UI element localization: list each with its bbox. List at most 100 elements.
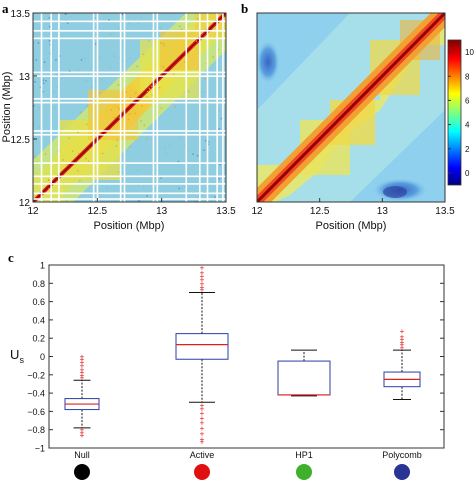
speckle [37,42,40,44]
speckle [163,44,166,47]
speckle [138,200,140,202]
speckle [160,177,162,179]
category-marker [194,464,210,480]
speckle [193,46,195,49]
speckle [128,22,130,25]
outlier: + [200,414,205,423]
speckle [140,120,142,122]
speckle [195,40,198,42]
speckle [164,135,166,137]
speckle [187,90,190,93]
speckle [85,157,87,160]
speckle [110,109,112,111]
speckle [172,73,175,75]
masked-col [58,13,60,202]
speckle [147,40,150,42]
speckle [174,106,176,108]
ylabel-c-main: U [10,347,19,362]
y-tick-label: 1 [40,261,45,271]
speckle [118,116,120,119]
speckle [77,68,79,71]
speckle [77,152,80,155]
masked-col [50,13,52,202]
speckle [146,90,149,93]
heatmap-a [33,13,226,202]
speckle [80,59,83,61]
speckle [154,83,157,85]
x-tick-label: 12 [27,206,39,217]
outlier: + [200,268,205,277]
speckle [121,110,124,113]
outlier: + [400,335,405,344]
category-labels: Null Active HP1 Polycomb [74,450,422,480]
masked-row [33,192,226,195]
colorbar-tick-label: 4 [465,121,470,130]
speckle [93,17,96,19]
colorbar [447,39,462,186]
masked-col [156,13,159,202]
masked-row [33,101,226,104]
speckle [134,191,137,193]
y-tick-label: −1 [35,444,45,454]
speckle [218,178,220,180]
axes-c: 1 0.8 0.6 0.4 0.2 0 −0.2 −0.4 −0.6 −0.8 −1 [27,261,444,454]
speckle [55,59,57,61]
speckle [115,145,118,147]
category-label: Polycomb [382,450,422,460]
speckle [122,60,125,62]
y-tick-label: −0.8 [27,425,45,435]
speckle [134,112,137,115]
speckle [183,143,185,146]
speckle [203,149,205,151]
masked-row [33,183,226,185]
speckle [65,199,68,201]
box-null: +++++++++++ [64,353,100,440]
outlier: + [200,438,205,447]
speckle [129,57,131,59]
speckle [113,55,116,57]
speckle [136,65,139,68]
axes-a: 12 12.5 13 13.5 12 12.5 13 13.5 [11,9,237,217]
speckle [48,16,51,19]
speckle [105,187,108,189]
masked-row [33,198,226,200]
speckle [129,96,132,99]
speckle [65,163,68,165]
speckle [155,169,157,172]
speckle [220,117,223,120]
speckle [146,195,148,197]
speckle [71,112,74,115]
speckle [110,33,113,36]
speckle [128,113,131,116]
speckle [179,136,181,138]
outlier: + [200,286,205,295]
y-tick-label: 13.5 [11,9,31,20]
panel-label-b: b [241,1,248,16]
outlier: + [80,368,85,377]
speckle [204,78,206,80]
speckle [109,66,112,69]
speckle [117,106,119,109]
speckle [218,110,220,112]
speckle [219,163,221,166]
speckle [205,120,207,122]
speckle [43,61,46,63]
speckle [121,176,124,179]
speckle [71,150,74,153]
speckle [99,56,101,59]
speckle [45,80,47,82]
speckle [121,13,123,16]
masked-row [33,133,226,136]
speckle [142,53,145,56]
speckle [151,94,154,96]
speckle [62,159,65,161]
speckle [197,18,199,20]
outlier: + [400,343,405,352]
speckle [100,79,103,81]
speckle [121,177,123,180]
speckle [217,74,219,76]
speckle [204,140,207,142]
speckle [67,22,69,24]
speckle [179,25,181,28]
speckle [79,180,81,182]
